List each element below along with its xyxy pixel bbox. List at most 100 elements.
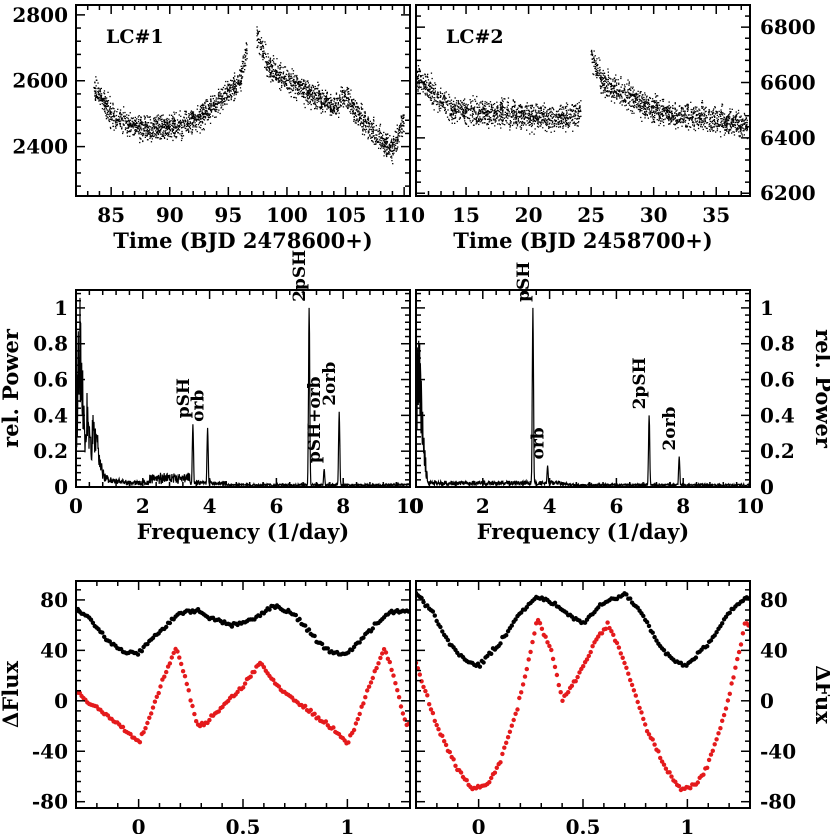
data-point (220, 107, 222, 109)
data-point (214, 95, 216, 97)
data-point (271, 67, 273, 69)
data-point (424, 94, 427, 96)
data-point (98, 93, 100, 96)
data-point (543, 118, 545, 120)
data-point (320, 97, 322, 99)
data-point (547, 115, 549, 117)
data-point (503, 98, 505, 100)
data-point (268, 70, 270, 72)
data-point (139, 122, 141, 124)
data-point (427, 73, 429, 75)
data-point (268, 67, 271, 70)
data-point (464, 98, 466, 100)
data-point (386, 145, 388, 147)
data-point (431, 77, 433, 80)
data-point (485, 108, 487, 110)
data-point (301, 78, 303, 81)
data-point (236, 78, 238, 81)
data-point (662, 98, 665, 101)
data-point (603, 84, 605, 86)
data-point (564, 117, 567, 119)
data-point (305, 83, 307, 86)
data-point (569, 108, 571, 110)
data-point (370, 126, 372, 128)
data-point (126, 127, 128, 129)
data-point (613, 84, 615, 87)
data-point (389, 145, 391, 147)
data-point (559, 114, 561, 116)
data-point (353, 115, 355, 118)
data-point (623, 84, 626, 86)
data-point (140, 123, 143, 125)
data-point (291, 90, 294, 92)
data-point (576, 125, 578, 127)
data-point (146, 126, 148, 128)
data-point (685, 114, 687, 116)
data-point (657, 112, 659, 114)
data-point (496, 114, 498, 116)
data-point (445, 111, 447, 113)
data-point (386, 137, 388, 140)
data-point (150, 129, 153, 131)
data-point (455, 102, 458, 104)
data-point (500, 107, 502, 109)
data-point (682, 118, 684, 121)
data-point (330, 107, 332, 109)
data-point (108, 118, 110, 120)
data-point (178, 129, 181, 131)
data-point (628, 88, 630, 91)
data-point (571, 109, 573, 111)
data-point (101, 100, 103, 102)
data-point (373, 120, 375, 122)
data-point (380, 144, 382, 146)
data-point (135, 126, 138, 128)
data-point (386, 155, 388, 158)
data-point (575, 104, 577, 106)
data-point (732, 131, 734, 133)
data-point (628, 92, 630, 94)
data-point (360, 121, 362, 123)
data-point (277, 67, 279, 69)
data-point (231, 80, 233, 82)
data-point (459, 108, 461, 110)
data-point (525, 124, 527, 126)
data-point (487, 110, 489, 112)
data-point (591, 61, 593, 64)
data-point (732, 120, 734, 122)
data-point (548, 108, 550, 111)
data-point (246, 49, 248, 52)
data-point (325, 104, 327, 107)
data-point (734, 115, 736, 117)
data-point (703, 120, 705, 122)
data-point (99, 93, 101, 95)
data-point (147, 127, 150, 129)
data-point (275, 74, 278, 76)
data-point (272, 76, 275, 78)
data-point (193, 116, 196, 118)
data-point (363, 134, 366, 136)
data-point (740, 125, 742, 127)
data-point (314, 101, 316, 104)
data-point (219, 112, 221, 115)
data-point (316, 91, 318, 94)
data-point (736, 123, 739, 125)
data-point (116, 122, 118, 124)
data-point (347, 97, 349, 99)
data-point (571, 110, 573, 113)
data-point (240, 81, 242, 83)
data-point (282, 73, 284, 75)
data-point (109, 102, 112, 104)
data-point (262, 50, 264, 53)
data-point (443, 94, 446, 96)
data-point (617, 79, 619, 81)
data-point (478, 123, 480, 126)
data-point (517, 116, 519, 118)
data-point (158, 126, 160, 128)
data-point (497, 115, 499, 117)
data-point (458, 111, 460, 113)
data-point (442, 97, 444, 99)
data-point (518, 105, 521, 108)
data-point (449, 114, 451, 117)
data-point (481, 110, 484, 112)
data-point (690, 118, 692, 120)
